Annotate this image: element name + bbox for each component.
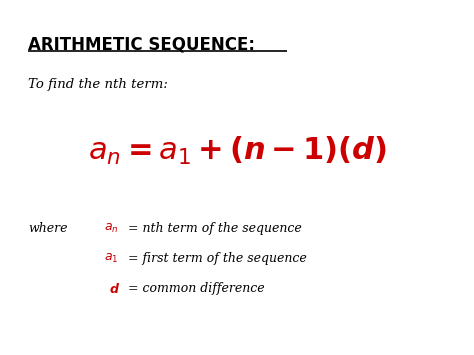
Text: $\boldsymbol{a_n = a_1 + (n-1)(d)}$: $\boldsymbol{a_n = a_1 + (n-1)(d)}$ [88, 135, 386, 167]
Text: where: where [28, 222, 68, 235]
Text: $\boldsymbol{a_n}$: $\boldsymbol{a_n}$ [104, 222, 119, 235]
Text: = first term of the sequence: = first term of the sequence [128, 252, 307, 265]
Text: = nth term of the sequence: = nth term of the sequence [128, 222, 302, 235]
Text: $\boldsymbol{d}$: $\boldsymbol{d}$ [109, 282, 120, 296]
Text: ARITHMETIC SEQUENCE:: ARITHMETIC SEQUENCE: [28, 36, 255, 54]
Text: = common difference: = common difference [128, 282, 264, 295]
Text: To find the nth term:: To find the nth term: [28, 78, 168, 91]
Text: $\boldsymbol{a_1}$: $\boldsymbol{a_1}$ [104, 252, 118, 265]
